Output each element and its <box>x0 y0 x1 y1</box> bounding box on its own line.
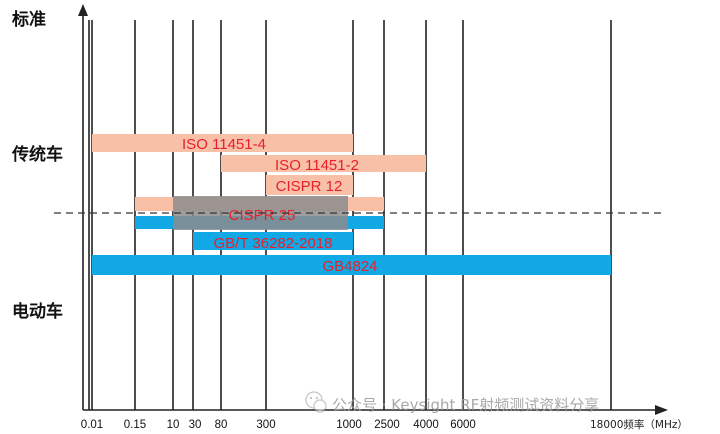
bars: ISO 11451-4 ISO 11451-2 CISPR 12 CISPR 25 GB… <box>92 134 611 275</box>
x-tick-label-6000: 6000 <box>450 419 476 431</box>
x-tick-label-80: 80 <box>215 419 228 431</box>
x-tick-label-300: 300 <box>256 419 275 431</box>
axes <box>54 4 668 415</box>
x-tick-label-4000: 4000 <box>413 419 439 431</box>
x-tick-labels: 0.01 0.15 10 30 80 300 1000 2500 4000 6000 <box>81 419 476 431</box>
watermark-text: 公众号 · Keysight RF射频测试资料分享 <box>332 396 599 414</box>
x-tick-label-2500: 2500 <box>374 419 400 431</box>
y-label-1: 传统车 <box>11 144 63 165</box>
x-tick-label-30: 30 <box>189 419 202 431</box>
gridlines <box>88 20 612 410</box>
bar-2 <box>266 175 353 195</box>
x-tick-label-0.01: 0.01 <box>81 419 103 431</box>
wechat-icon <box>305 391 327 413</box>
x-tick-label-10: 10 <box>167 419 180 431</box>
x-tick-label-1000: 1000 <box>336 419 362 431</box>
watermark: 公众号 · Keysight RF射频测试资料分享 <box>305 391 599 414</box>
x-axis-label: 18000频率（MHz） <box>590 418 688 431</box>
x-tick-label-0.15: 0.15 <box>124 419 146 431</box>
bar-1 <box>221 155 426 172</box>
bar-6 <box>92 255 611 275</box>
y-axis-arrow <box>78 4 88 16</box>
x-axis-arrow <box>655 405 668 415</box>
y-label-2: 电动车 <box>12 301 63 322</box>
bar-0 <box>92 134 353 152</box>
bar-label-0: ISO 11451-4 <box>182 136 266 153</box>
y-label-0: 标准 <box>12 9 46 30</box>
bar-label-2: CISPR 12 <box>276 178 343 195</box>
bar-label-6: GB4824 <box>322 258 377 275</box>
bar-label-1: ISO 11451-2 <box>275 157 359 174</box>
bar-label-5: GB/T 36282-2018 <box>214 235 333 252</box>
bar-label-3: CISPR 25 <box>229 207 296 224</box>
bar-5 <box>193 232 353 250</box>
